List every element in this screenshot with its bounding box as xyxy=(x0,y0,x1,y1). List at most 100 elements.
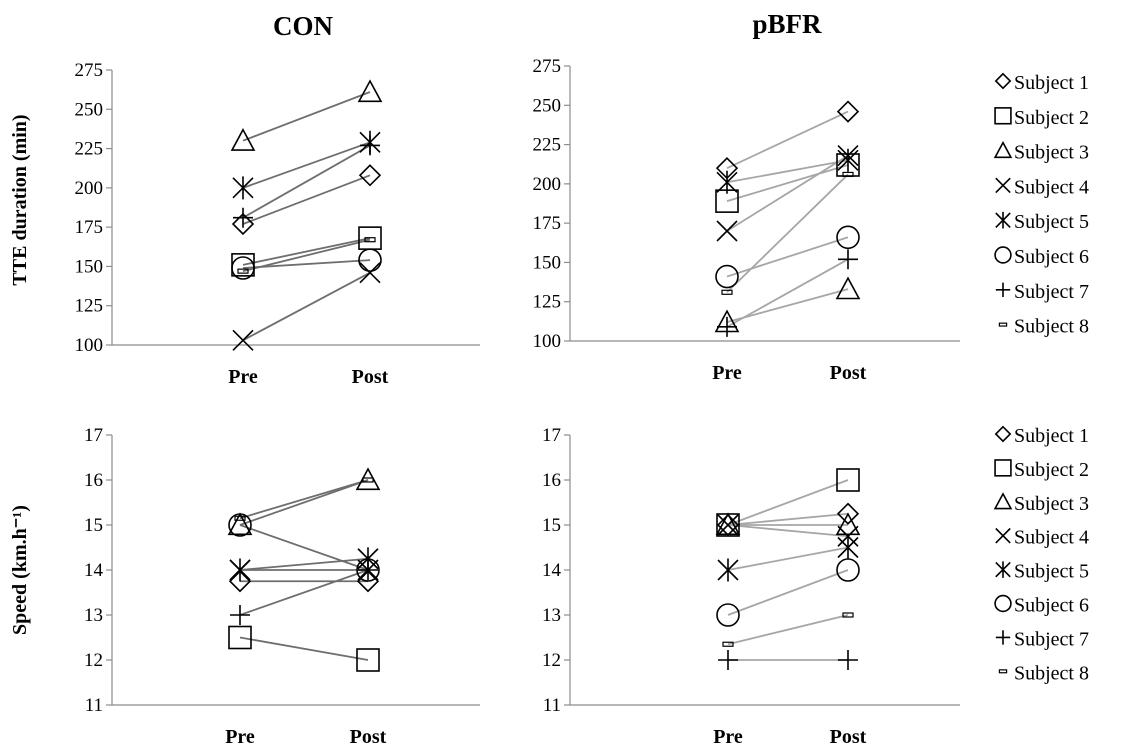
legend-x-cross-icon xyxy=(995,527,1011,544)
legend-label: Subject 2 xyxy=(1014,459,1089,481)
legend-circle-icon xyxy=(994,594,1012,613)
data-point-subject-3-pre xyxy=(715,512,741,536)
chart-panel-4: 11 12 13 14 15 16 17 Pre Post xyxy=(542,425,960,745)
series-line-subject-3 xyxy=(239,479,369,526)
chart-panel-2: pBFR 100 125 150 175 200 225 250 275 Pre Post xyxy=(533,9,960,384)
x-category-label: Pre xyxy=(712,362,742,384)
data-point-subject-6-post xyxy=(836,225,860,250)
series-line-subject-2 xyxy=(239,636,369,661)
y-tick-label: 100 xyxy=(533,331,562,352)
legend-1: Subject 1 Subject 2 Subject 3 Subject 4 Subj… xyxy=(993,72,1089,338)
x-category-label: Pre xyxy=(228,366,258,388)
y-tick-label: 175 xyxy=(75,217,104,238)
legend-2: Subject 1 Subject 2 Subject 3 Subject 4 Subj… xyxy=(993,425,1089,684)
legend-label: Subject 4 xyxy=(1014,176,1089,198)
data-point-subject-6-post xyxy=(358,248,382,272)
legend-label: Subject 6 xyxy=(1014,595,1089,617)
y-tick-label: 200 xyxy=(75,178,104,199)
y-tick-label: 11 xyxy=(85,695,103,716)
data-point-subject-3-pre xyxy=(230,128,256,151)
legend-asterisk-icon xyxy=(995,561,1011,578)
legend-dash-icon xyxy=(998,322,1008,327)
y-tick-label: 13 xyxy=(84,605,103,626)
y-tick-label: 15 xyxy=(542,515,561,536)
series-line-subject-2 xyxy=(727,479,849,526)
data-point-subject-2-post xyxy=(356,648,380,672)
legend-label: Subject 3 xyxy=(1014,142,1089,164)
y-tick-label: 275 xyxy=(533,56,562,77)
x-category-label: Post xyxy=(830,726,867,745)
series-line-subject-4 xyxy=(727,524,849,538)
y-axis-label: Speed (km.h⁻¹) xyxy=(9,505,31,635)
data-point-subject-8-pre xyxy=(721,289,733,295)
series-line-subject-3 xyxy=(242,91,371,142)
y-tick-label: 16 xyxy=(542,470,561,491)
series-line-subject-8 xyxy=(242,238,371,273)
legend-circle-icon xyxy=(994,246,1012,264)
data-point-subject-8-pre xyxy=(237,268,249,274)
series-line-subject-6 xyxy=(726,236,849,278)
data-point-subject-8-post xyxy=(842,171,854,178)
x-category-label: Post xyxy=(352,366,389,388)
series-line-subject-1 xyxy=(242,174,371,225)
legend-diamond-icon xyxy=(994,72,1012,90)
y-tick-label: 16 xyxy=(84,470,103,491)
data-point-subject-7-pre xyxy=(233,207,253,228)
data-point-subject-5-pre xyxy=(232,176,254,200)
panel-title: CON xyxy=(273,11,334,41)
data-point-subject-1-pre xyxy=(228,570,252,593)
legend-label: Subject 5 xyxy=(1014,211,1089,233)
legend-label: Subject 4 xyxy=(1014,527,1089,549)
y-tick-label: 14 xyxy=(84,560,104,581)
y-tick-label: 14 xyxy=(542,560,562,581)
y-tick-label: 275 xyxy=(75,60,104,81)
data-point-subject-4-pre xyxy=(716,220,738,242)
data-point-subject-5-post xyxy=(837,148,859,172)
data-point-subject-7-post xyxy=(838,650,858,670)
series-line-subject-5 xyxy=(239,557,369,571)
series-line-subject-4 xyxy=(242,271,371,342)
data-point-subject-3-pre xyxy=(227,512,253,536)
legend-x-cross-icon xyxy=(995,177,1011,194)
data-point-subject-1-post xyxy=(836,100,860,123)
legend-label: Subject 2 xyxy=(1014,107,1089,129)
data-point-subject-7-post xyxy=(360,135,380,156)
x-category-label: Pre xyxy=(225,726,255,745)
legend-diamond-icon xyxy=(994,425,1012,443)
data-point-subject-8-post xyxy=(364,237,376,243)
y-tick-label: 100 xyxy=(75,335,104,356)
data-point-subject-2-post xyxy=(836,468,860,492)
data-point-subject-7-pre xyxy=(717,316,737,337)
y-tick-label: 125 xyxy=(533,292,562,313)
legend-label: Subject 8 xyxy=(1014,316,1089,338)
data-point-subject-6-pre xyxy=(228,513,252,537)
legend-triangle-icon xyxy=(993,140,1013,159)
y-tick-label: 15 xyxy=(84,515,103,536)
data-point-subject-5-pre xyxy=(716,170,738,194)
data-point-subject-4-pre xyxy=(717,514,739,536)
data-point-subject-7-post xyxy=(838,249,858,270)
data-point-subject-3-post xyxy=(835,512,861,536)
data-point-subject-4-post xyxy=(359,262,381,284)
x-category-label: Post xyxy=(350,726,387,745)
data-point-subject-8-post xyxy=(362,477,374,483)
y-tick-label: 11 xyxy=(543,695,561,716)
data-point-subject-1-post xyxy=(836,502,860,525)
legend-label: Subject 7 xyxy=(1014,281,1089,303)
series-line-subject-5 xyxy=(242,141,371,189)
data-point-subject-6-pre xyxy=(231,256,255,280)
series-line-subject-5 xyxy=(726,159,849,184)
data-point-subject-8-pre xyxy=(722,641,734,647)
legend-plus-icon xyxy=(995,282,1011,297)
series-line-subject-6 xyxy=(239,524,369,571)
legend-plus-icon xyxy=(995,630,1011,645)
y-tick-label: 250 xyxy=(533,95,562,116)
legend-label: Subject 1 xyxy=(1014,72,1089,94)
series-line-subject-8 xyxy=(726,173,849,293)
data-point-subject-3-post xyxy=(357,79,383,103)
y-tick-label: 225 xyxy=(533,135,562,156)
y-tick-label: 125 xyxy=(75,296,104,317)
x-category-label: Post xyxy=(830,362,867,384)
y-tick-label: 12 xyxy=(542,650,561,671)
y-tick-label: 17 xyxy=(84,425,103,446)
